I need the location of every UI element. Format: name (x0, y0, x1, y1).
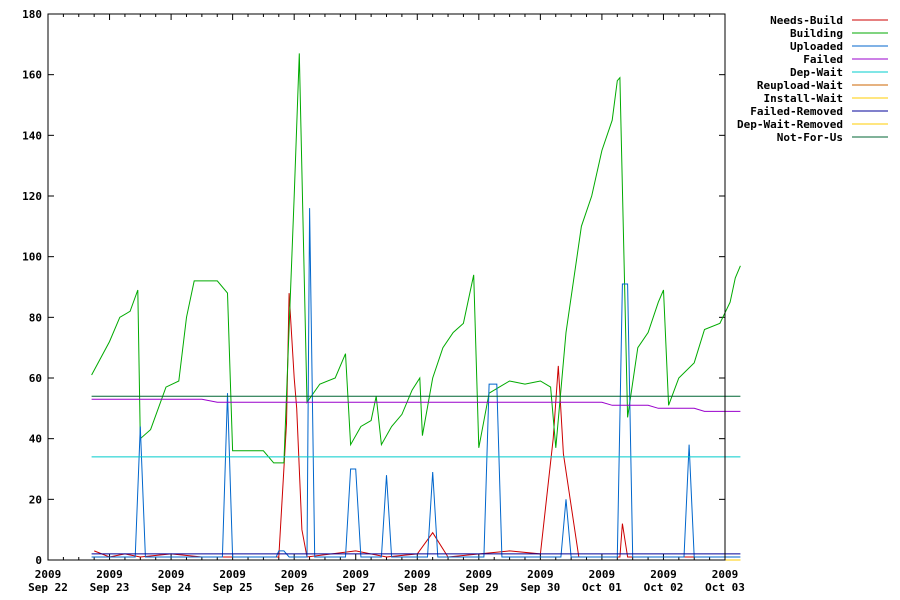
legend: Needs-BuildBuildingUploadedFailedDep-Wai… (737, 14, 888, 144)
legend-label-dep-wait: Dep-Wait (790, 66, 843, 79)
y-tick-label: 60 (29, 372, 42, 385)
x-tick-label: Sep 30 (520, 581, 560, 594)
y-tick-label: 160 (22, 69, 42, 82)
x-tick-year: 2009 (219, 568, 246, 581)
series-line-uploaded (91, 208, 741, 558)
legend-label-install-wait: Install-Wait (764, 92, 843, 105)
legend-label-failed: Failed (803, 53, 843, 66)
x-tick-label: Sep 22 (28, 581, 68, 594)
x-tick-year: 2009 (466, 568, 493, 581)
x-tick-year: 2009 (712, 568, 739, 581)
x-tick-year: 2009 (527, 568, 554, 581)
series-layer (91, 53, 741, 561)
legend-label-building: Building (790, 27, 843, 40)
y-tick-label: 40 (29, 433, 42, 446)
legend-label-needs-build: Needs-Build (770, 14, 843, 27)
x-tick-year: 2009 (96, 568, 123, 581)
series-line-building (91, 53, 741, 464)
y-tick-label: 140 (22, 129, 42, 142)
x-tick-year: 2009 (35, 568, 62, 581)
y-tick-label: 20 (29, 493, 42, 506)
y-tick-label: 100 (22, 251, 42, 264)
x-tick-year: 2009 (589, 568, 616, 581)
legend-label-failed-removed: Failed-Removed (750, 105, 843, 118)
x-tick-year: 2009 (281, 568, 308, 581)
x-tick-year: 2009 (342, 568, 369, 581)
x-tick-label: Oct 01 (582, 581, 622, 594)
x-tick-year: 2009 (404, 568, 431, 581)
plot-frame (47, 13, 726, 561)
x-tick-label: Sep 24 (151, 581, 191, 594)
series-line-failed (91, 398, 741, 412)
x-tick-year: 2009 (158, 568, 185, 581)
y-tick-label: 120 (22, 190, 42, 203)
legend-label-dep-wait-removed: Dep-Wait-Removed (737, 118, 843, 131)
y-axis: 0 20 40 60 80 100 120 140 160 180 (22, 8, 725, 567)
x-tick-year: 2009 (650, 568, 677, 581)
x-tick-label: Sep 27 (336, 581, 376, 594)
x-tick-label: Sep 23 (90, 581, 130, 594)
x-tick-label: Sep 28 (397, 581, 437, 594)
y-tick-label: 0 (35, 554, 42, 567)
legend-label-reupload-wait: Reupload-Wait (757, 79, 843, 92)
x-tick-label: Sep 25 (213, 581, 253, 594)
legend-label-not-for-us: Not-For-Us (777, 131, 843, 144)
x-tick-label: Sep 29 (459, 581, 499, 594)
legend-label-uploaded: Uploaded (790, 40, 843, 53)
x-tick-label: Sep 26 (274, 581, 314, 594)
x-tick-label: Oct 02 (644, 581, 684, 594)
x-tick-label: Oct 03 (705, 581, 745, 594)
y-tick-label: 180 (22, 8, 42, 21)
y-tick-label: 80 (29, 311, 42, 324)
series-line-needs-build (94, 293, 710, 558)
